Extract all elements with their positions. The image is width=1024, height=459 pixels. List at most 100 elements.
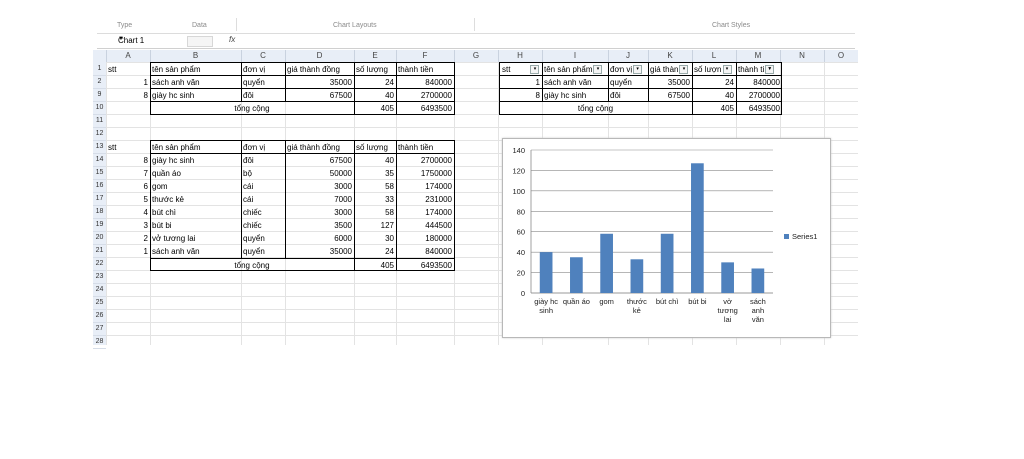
table-cell[interactable]: 35 [385,169,394,178]
row-header[interactable]: 2 [93,75,106,89]
table-cell[interactable]: 67500 [329,91,352,100]
table-cell[interactable]: 24 [385,247,394,256]
table-cell[interactable]: quyển [243,247,265,256]
table-cell[interactable]: 2700000 [420,156,452,165]
row-header[interactable]: 14 [93,153,106,167]
column-header[interactable]: J [608,50,649,62]
total-label[interactable]: tổng cộng [234,261,270,270]
row-header[interactable]: 13 [93,140,106,154]
column-header[interactable]: A [106,50,151,62]
header-cell[interactable]: giá thành đồng [287,143,340,152]
row-header[interactable]: 23 [93,270,106,284]
table-cell[interactable]: 5 [143,195,148,204]
row-header[interactable]: 25 [93,296,106,310]
table-cell[interactable]: sách anh văn [152,247,200,256]
table-cell[interactable]: quyển [243,78,265,87]
header-cell[interactable]: đơn vị [243,143,266,152]
table-cell[interactable]: 3000 [334,182,352,191]
column-header[interactable]: O [837,51,845,60]
total-label[interactable]: tổng cộng [234,104,270,113]
bar-chart[interactable]: 0 20 40 60 80 100 120 140 giày hc sinh quần áo gom t… [502,138,831,338]
table-cell[interactable]: giày hc sinh [152,156,195,165]
filter-header-cell[interactable]: giá thàn ▾ [650,63,692,76]
table-cell[interactable]: 7 [143,169,148,178]
table-cell[interactable]: gom [152,182,168,191]
total-qty[interactable]: 405 [380,261,394,270]
table-cell[interactable]: giày hc sinh [544,91,587,100]
fx-icon[interactable]: fx [229,35,236,44]
row-header[interactable]: 18 [93,205,106,219]
column-header[interactable]: F [396,50,455,62]
table-cell[interactable]: đôi [610,91,621,100]
table-cell[interactable]: giày hc sinh [152,91,195,100]
column-header[interactable]: C [241,50,286,62]
row-header[interactable]: 1 [93,62,106,76]
table-cell[interactable]: 35000 [329,247,352,256]
total-amount[interactable]: 6493500 [748,104,780,113]
table-cell[interactable]: 2 [143,234,148,243]
total-label[interactable]: tổng cộng [577,104,614,113]
table-cell[interactable]: bút chì [152,208,177,217]
table-cell[interactable]: 40 [725,91,734,100]
table-cell[interactable]: sách anh văn [544,78,592,87]
header-cell[interactable]: stt [108,65,117,74]
column-header[interactable]: D [285,50,355,62]
column-header[interactable]: L [692,50,737,62]
table-cell[interactable]: 50000 [329,169,352,178]
table-cell[interactable]: 58 [385,208,394,217]
row-header[interactable]: 16 [93,179,106,193]
table-cell[interactable]: 24 [385,78,394,87]
row-header[interactable]: 11 [93,114,106,128]
table-cell[interactable]: vở tương lai [152,234,196,243]
table-cell[interactable]: 6 [143,182,148,191]
table-cell[interactable]: 8 [143,156,148,165]
table-cell[interactable]: quyển [243,234,265,243]
table-cell[interactable]: 30 [385,234,394,243]
table-cell[interactable]: 4 [143,208,148,217]
total-amount[interactable]: 6493500 [420,104,452,113]
table-cell[interactable]: 40 [385,156,394,165]
header-cell[interactable]: thành tiền [398,143,434,152]
filter-header-cell[interactable]: tên sản phẩm ▾ [544,63,608,76]
table-cell[interactable]: 58 [385,182,394,191]
row-header[interactable]: 12 [93,127,106,141]
chevron-down-icon[interactable]: ▼ [118,36,124,42]
column-header[interactable]: K [648,50,693,62]
total-qty[interactable]: 405 [720,104,734,113]
filter-dropdown-icon[interactable]: ▾ [722,65,732,75]
table-cell[interactable]: 1750000 [420,169,452,178]
header-cell[interactable]: tên sản phẩm [152,143,201,152]
table-cell[interactable]: 1 [535,78,540,87]
row-header[interactable]: 26 [93,309,106,323]
row-header[interactable]: 24 [93,283,106,297]
table-cell[interactable]: 67500 [667,91,690,100]
table-cell[interactable]: sách anh văn [152,78,200,87]
table-cell[interactable]: 3000 [334,208,352,217]
table-cell[interactable]: chiếc [243,208,262,217]
formula-cancel-enter[interactable] [187,36,213,47]
table-cell[interactable]: quần áo [152,169,181,178]
table-cell[interactable]: 8 [535,91,540,100]
header-cell[interactable]: số lượng [356,143,388,152]
row-header[interactable]: 22 [93,257,106,271]
column-header[interactable]: N [780,50,825,62]
row-header[interactable]: 17 [93,192,106,206]
filter-header-cell[interactable]: thành ti ▼ [738,63,782,76]
filter-active-icon[interactable]: ▼ [765,65,775,75]
column-header[interactable]: G [454,50,499,62]
table-cell[interactable]: 24 [725,78,734,87]
row-header[interactable]: 10 [93,101,106,115]
filter-dropdown-icon[interactable]: ▾ [593,65,603,75]
table-cell[interactable]: 40 [385,91,394,100]
total-amount[interactable]: 6493500 [420,261,452,270]
select-all-corner[interactable] [93,50,107,62]
table-cell[interactable]: đôi [243,91,254,100]
name-box[interactable]: Chart 1 ▼ [115,36,183,46]
table-cell[interactable]: 35000 [667,78,690,87]
table-cell[interactable]: 127 [380,221,394,230]
column-header[interactable]: B [150,50,242,62]
row-header[interactable]: 15 [93,166,106,180]
table-cell[interactable]: 67500 [329,156,352,165]
filter-dropdown-icon[interactable]: ▾ [633,65,643,75]
header-cell[interactable]: đơn vị [243,65,266,74]
